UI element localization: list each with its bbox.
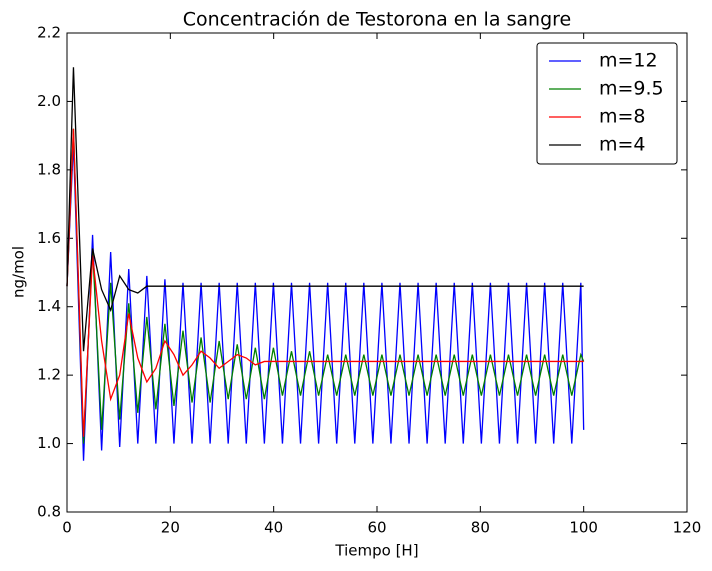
series-line	[66, 67, 584, 352]
y-tick-label: 2.0	[37, 92, 61, 110]
y-tick-label: 1.8	[37, 160, 61, 178]
y-tick-label: 1.2	[37, 366, 61, 384]
plot-frame	[66, 32, 688, 513]
series-line	[66, 128, 585, 444]
legend-label: m=9.5	[599, 78, 664, 100]
x-tick-label: 40	[264, 519, 283, 537]
legend-label: m=8	[599, 106, 646, 128]
legend-label: m=12	[599, 50, 658, 72]
x-tick-label: 0	[62, 519, 72, 537]
chart-title: Concentración de Testorona en la sangre	[183, 9, 571, 31]
x-tick-label: 80	[471, 519, 490, 537]
y-tick-label: 1.0	[37, 434, 61, 452]
x-tick-label: 60	[367, 519, 386, 537]
x-tick-label: 120	[673, 519, 702, 537]
series-line	[66, 142, 585, 461]
y-axis-label: ng/mol	[10, 246, 28, 298]
legend-box	[536, 42, 678, 165]
y-tick-label: 2.2	[37, 24, 61, 42]
y-tick-label: 1.4	[37, 297, 61, 315]
x-axis-label: Tiempo [H]	[334, 542, 418, 560]
series-line	[66, 128, 584, 437]
x-tick-label: 20	[161, 519, 180, 537]
y-tick-label: 0.8	[37, 503, 61, 521]
y-tick-label: 1.6	[37, 229, 61, 247]
legend: m=12 m=9.5 m=8 m=4	[536, 42, 678, 165]
legend-label: m=4	[599, 134, 646, 156]
x-tick-label: 100	[569, 519, 598, 537]
